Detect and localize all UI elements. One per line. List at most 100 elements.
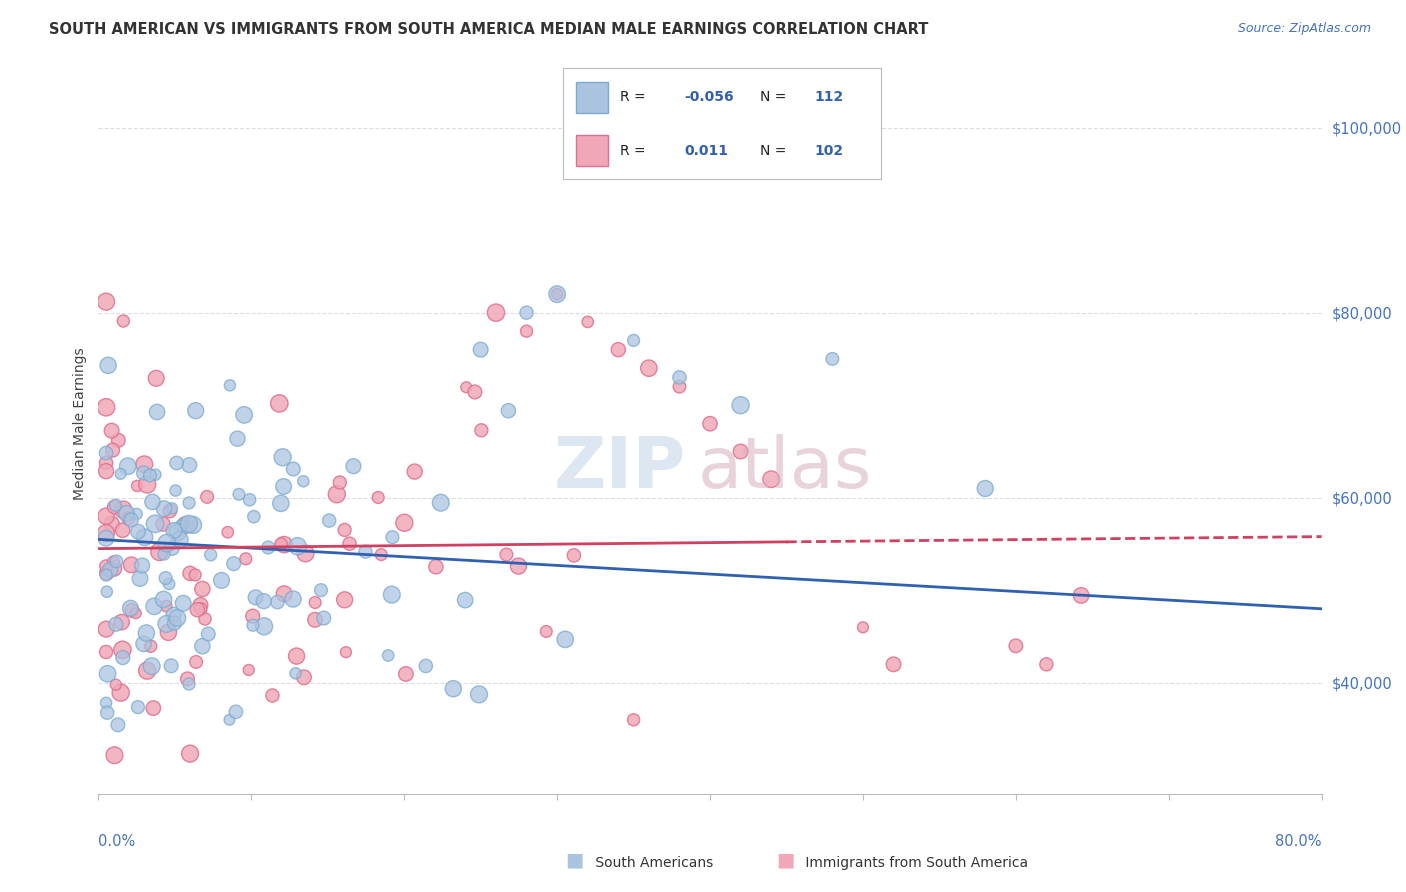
Point xyxy=(107,718,129,732)
Point xyxy=(668,380,690,394)
Point xyxy=(194,612,217,626)
Text: R =: R = xyxy=(620,90,647,104)
Point xyxy=(287,539,309,553)
Point xyxy=(157,625,180,640)
Point xyxy=(546,287,568,301)
Text: -0.056: -0.056 xyxy=(685,90,734,104)
Point xyxy=(283,462,305,476)
Point xyxy=(152,592,174,607)
Point xyxy=(273,538,295,552)
Point xyxy=(155,599,177,613)
Point xyxy=(104,678,127,692)
Text: ZIP: ZIP xyxy=(554,434,686,502)
Text: 0.0%: 0.0% xyxy=(98,834,135,849)
Point xyxy=(233,408,256,422)
Point xyxy=(184,568,207,582)
Point xyxy=(94,446,117,460)
Point xyxy=(145,467,167,482)
Point xyxy=(152,517,174,532)
Point xyxy=(699,417,721,431)
Point xyxy=(96,584,118,599)
Point xyxy=(136,664,159,678)
Point xyxy=(485,306,508,320)
Point xyxy=(112,502,135,516)
Text: 112: 112 xyxy=(814,90,844,104)
Point xyxy=(326,487,349,501)
Point xyxy=(134,530,156,544)
Point xyxy=(125,507,148,521)
Point xyxy=(153,547,176,561)
Point xyxy=(163,524,186,538)
Point xyxy=(98,563,121,577)
Point xyxy=(117,459,139,474)
Point xyxy=(179,458,201,472)
Point xyxy=(243,509,266,524)
Point xyxy=(132,637,155,651)
Point xyxy=(94,559,117,574)
Point xyxy=(211,574,233,588)
Point xyxy=(395,667,418,681)
Point xyxy=(269,396,291,410)
Point xyxy=(125,606,148,620)
Point xyxy=(94,464,117,478)
Point xyxy=(103,561,125,575)
Point xyxy=(273,587,295,601)
Point xyxy=(101,517,124,532)
Point xyxy=(266,595,288,609)
Point xyxy=(852,620,875,634)
Point xyxy=(536,624,558,639)
Point xyxy=(312,611,335,625)
Point xyxy=(143,516,166,531)
Point xyxy=(155,571,177,585)
Point xyxy=(135,626,157,640)
Text: N =: N = xyxy=(761,144,787,158)
Point xyxy=(245,591,267,605)
Text: N =: N = xyxy=(761,90,787,104)
Point xyxy=(115,507,138,521)
Point xyxy=(181,518,204,533)
Point xyxy=(329,475,352,490)
Point xyxy=(184,655,207,669)
Point xyxy=(110,685,132,699)
Point xyxy=(97,359,120,373)
Point xyxy=(177,496,200,510)
Point xyxy=(974,482,997,496)
Point xyxy=(111,642,134,657)
Point xyxy=(498,403,520,417)
Point xyxy=(262,689,284,703)
Point xyxy=(177,677,200,691)
Point xyxy=(217,525,239,540)
Point xyxy=(394,516,416,530)
Point xyxy=(169,533,191,547)
Point xyxy=(184,403,207,417)
Point xyxy=(146,405,169,419)
Point xyxy=(429,496,451,510)
Point xyxy=(468,687,491,701)
Point xyxy=(94,456,117,470)
Point xyxy=(562,549,585,563)
Point xyxy=(257,541,280,555)
Point xyxy=(148,545,170,559)
Point xyxy=(333,523,356,537)
Point xyxy=(415,659,437,673)
Point xyxy=(404,465,426,479)
Point xyxy=(1070,588,1092,602)
Text: atlas: atlas xyxy=(697,434,872,502)
Point xyxy=(821,351,844,366)
Point xyxy=(120,601,142,615)
Point xyxy=(142,701,165,715)
Point xyxy=(304,595,326,609)
Text: 0.011: 0.011 xyxy=(685,144,728,158)
Point xyxy=(381,588,404,602)
Point xyxy=(111,650,134,665)
Point xyxy=(190,602,212,616)
Point xyxy=(271,450,294,465)
Point xyxy=(225,705,247,719)
Point xyxy=(470,423,492,437)
Point xyxy=(143,599,166,614)
Text: Immigrants from South America: Immigrants from South America xyxy=(801,855,1029,870)
Point xyxy=(101,443,124,458)
Point xyxy=(132,466,155,480)
Point xyxy=(253,619,276,633)
Point xyxy=(136,477,159,491)
